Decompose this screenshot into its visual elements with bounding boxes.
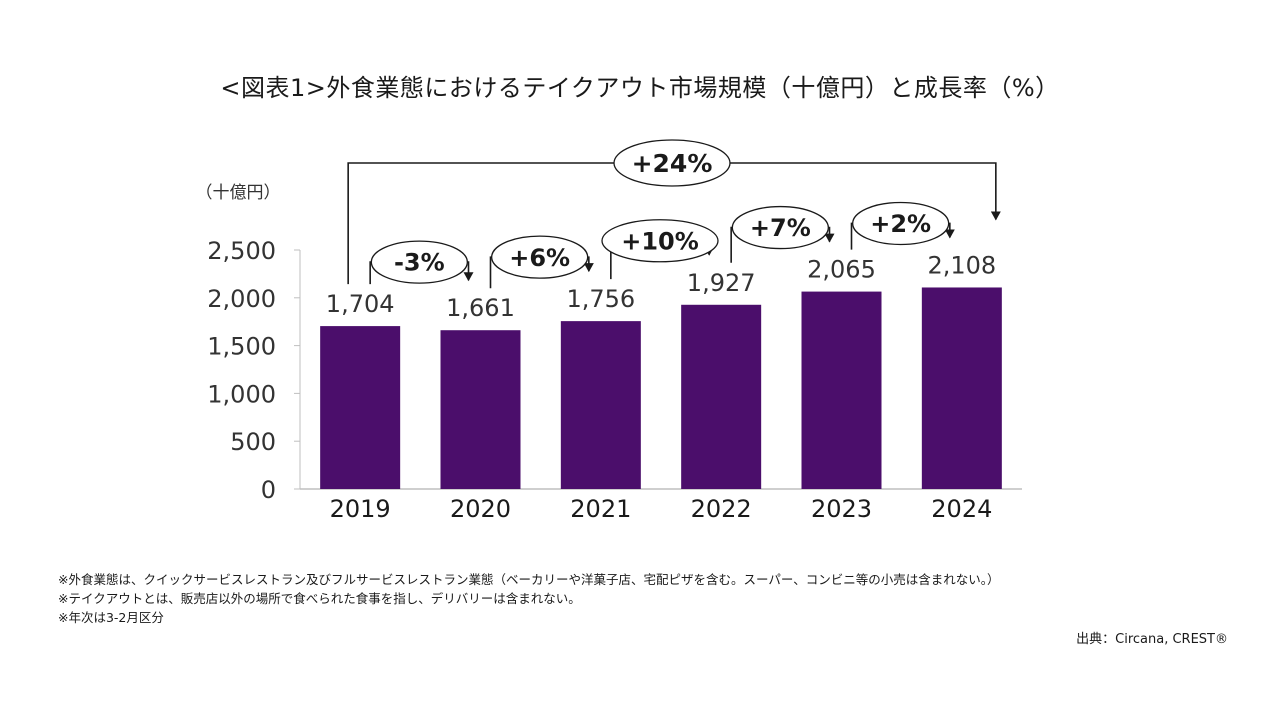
- growth-label: +6%: [509, 244, 570, 272]
- growth-bubble: [491, 235, 589, 279]
- source-credit: 出典：Circana, CREST®: [1076, 632, 1228, 647]
- data-label: 1,661: [446, 294, 515, 322]
- growth-annotation: +2%: [850, 201, 955, 250]
- y-axis-label: （十億円）: [196, 183, 281, 203]
- y-axis: 0 500 1,000 1,500 2,000 2,500: [207, 237, 1022, 504]
- growth-annotation: +7%: [730, 205, 835, 263]
- growth-bubble: [613, 139, 731, 187]
- growth-annotation: +24%: [347, 139, 1001, 285]
- data-label: 1,704: [326, 290, 395, 318]
- x-tick-label: 2022: [691, 495, 752, 523]
- footnote: ※テイクアウトとは、販売店以外の場所で食べられた食事を指し、デリバリーは含まれな…: [58, 591, 581, 606]
- growth-label: -3%: [394, 249, 445, 277]
- bar: [801, 291, 882, 489]
- bar: [320, 326, 401, 489]
- growth-annotation: -3%: [369, 240, 474, 285]
- y-tick-label: 1,500: [207, 333, 276, 361]
- x-tick-label: 2019: [330, 495, 391, 523]
- y-tick-label: 2,500: [207, 237, 276, 265]
- y-tick-label: 0: [261, 476, 276, 504]
- chart-title: <図表1>外食業態におけるテイクアウト市場規模（十億円）と成長率（%）: [220, 74, 1060, 102]
- y-tick-label: 2,000: [207, 285, 276, 313]
- growth-bubble: [370, 240, 468, 284]
- data-label: 2,065: [807, 256, 876, 284]
- growth-bubble: [731, 205, 829, 250]
- growth-label: +2%: [870, 210, 931, 238]
- bar: [560, 321, 641, 489]
- growth-annotation: +10%: [601, 219, 719, 280]
- x-tick-label: 2024: [931, 495, 992, 523]
- x-tick-label: 2023: [811, 495, 872, 523]
- y-tick-label: 500: [230, 428, 276, 456]
- growth-label: +10%: [621, 227, 699, 255]
- footnotes: ※外食業態は、クイックサービスレストラン及びフルサービスレストラン業態（ベーカリ…: [58, 570, 999, 627]
- footnote: ※外食業態は、クイックサービスレストラン及びフルサービスレストラン業態（ベーカリ…: [58, 572, 1000, 587]
- growth-bubble: [601, 219, 719, 263]
- bar-series: 1,704 2019 1,661 2020 1,756 2021 1,927 2022 2,06…: [320, 251, 1002, 523]
- bar-chart: （十億円） 0 500 1,000 1,500 2,000 2,500 1,704 2019…: [196, 139, 1022, 523]
- growth-annotations: -3% +6% +10% +7% +2% +24%: [347, 139, 1001, 289]
- data-label: 2,108: [927, 251, 996, 279]
- growth-label: +7%: [750, 214, 811, 242]
- data-label: 1,756: [566, 285, 635, 313]
- growth-label: +24%: [632, 149, 713, 178]
- growth-bubble: [852, 201, 950, 246]
- data-label: 1,927: [687, 269, 756, 297]
- bar: [681, 304, 762, 489]
- x-tick-label: 2020: [450, 495, 511, 523]
- y-tick-label: 1,000: [207, 380, 276, 408]
- bar: [440, 330, 521, 489]
- growth-annotation: +6%: [489, 235, 594, 289]
- x-tick-label: 2021: [570, 495, 631, 523]
- footnote: ※年次は3-2月区分: [58, 610, 164, 625]
- bar: [921, 287, 1002, 489]
